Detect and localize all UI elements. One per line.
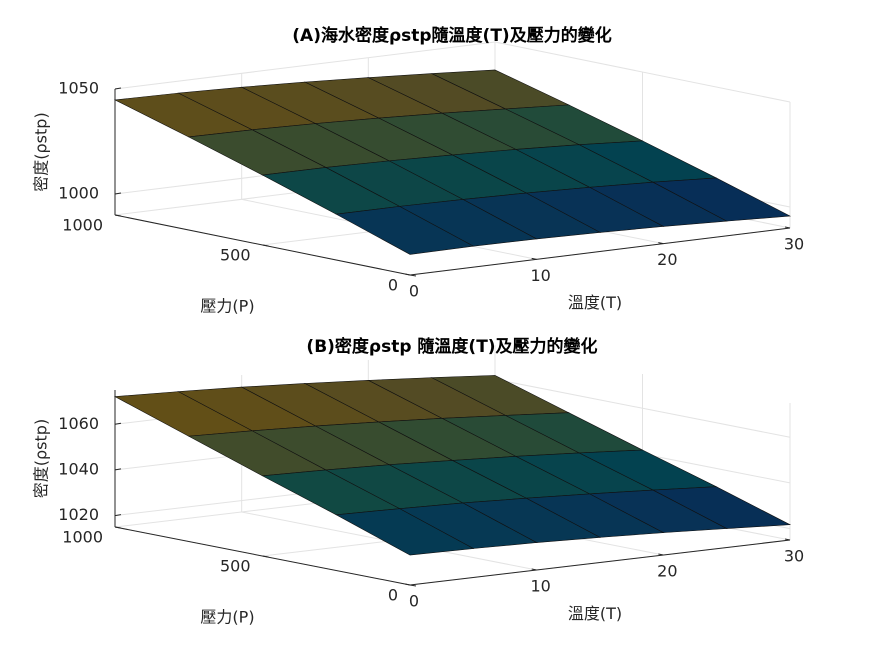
x-tick-label: 30 xyxy=(784,547,804,566)
surface-patch xyxy=(335,508,475,556)
x-axis-label: 溫度(T) xyxy=(568,604,622,623)
grid-line xyxy=(494,378,791,438)
y-tick xyxy=(409,274,417,277)
grid-line xyxy=(114,41,496,90)
z-tick xyxy=(114,87,122,90)
y-tick-label: 1000 xyxy=(62,216,103,235)
x-tick-label: 0 xyxy=(409,592,419,611)
x-tick-label: 20 xyxy=(657,250,677,269)
x-axis-line xyxy=(409,227,791,276)
y-tick-label: 1000 xyxy=(62,528,103,547)
z-axis-label: 密度(ρstp) xyxy=(32,419,51,498)
grid-line xyxy=(494,41,791,103)
x-tick-label: 0 xyxy=(409,282,419,301)
x-tick-label: 20 xyxy=(657,562,677,581)
x-tick xyxy=(531,568,537,571)
chart-title: (A)海水密度ρstp隨溫度(T)及壓力的變化 xyxy=(292,25,611,46)
z-tick-label: 1020 xyxy=(58,505,99,524)
x-tick-label: 10 xyxy=(530,266,550,285)
y-tick xyxy=(409,584,417,587)
y-tick-label: 500 xyxy=(220,246,251,265)
z-tick-label: 1050 xyxy=(58,79,99,98)
y-tick xyxy=(262,244,269,247)
x-tick xyxy=(404,273,411,276)
x-axis-line xyxy=(409,539,791,586)
x-tick-label: 30 xyxy=(784,235,804,254)
z-tick-label: 1000 xyxy=(58,184,99,203)
z-tick xyxy=(114,514,122,517)
x-tick-label: 10 xyxy=(530,577,550,596)
y-tick xyxy=(114,526,122,529)
y-axis-label: 壓力(P) xyxy=(200,297,254,316)
surface-patch xyxy=(335,206,475,255)
y-tick-label: 0 xyxy=(388,276,398,295)
x-tick xyxy=(658,553,664,556)
y-tick-label: 500 xyxy=(220,557,251,576)
z-tick-label: 1040 xyxy=(58,459,99,478)
z-tick xyxy=(114,468,122,471)
z-tick-label: 1060 xyxy=(58,414,99,433)
z-axis-label: 密度(ρstp) xyxy=(32,112,51,191)
y-tick-label: 0 xyxy=(388,586,398,605)
x-tick xyxy=(658,242,664,245)
x-tick xyxy=(404,583,411,586)
y-axis-label: 壓力(P) xyxy=(200,608,254,627)
y-tick xyxy=(262,555,269,558)
y-tick xyxy=(114,214,122,217)
z-tick xyxy=(114,192,122,195)
x-tick xyxy=(784,226,791,229)
chart-title: (B)密度ρstp 隨溫度(T)及壓力的變化 xyxy=(306,336,597,357)
z-tick xyxy=(114,422,122,425)
x-tick xyxy=(531,257,537,260)
x-tick xyxy=(784,538,791,541)
x-axis-label: 溫度(T) xyxy=(568,293,622,312)
